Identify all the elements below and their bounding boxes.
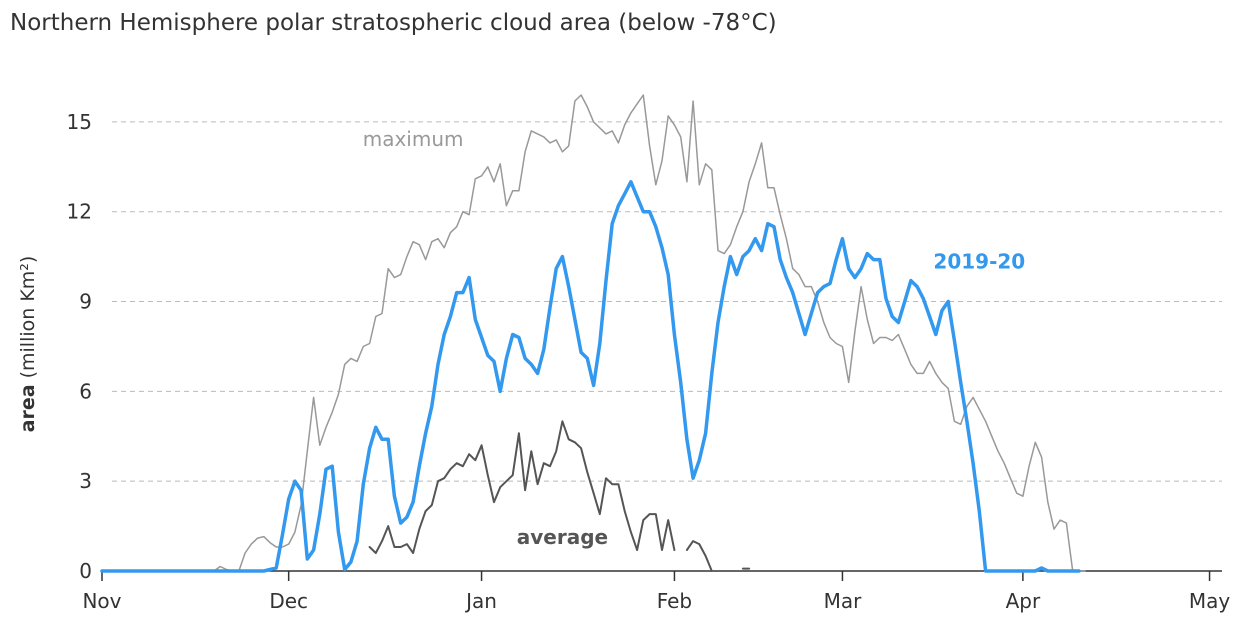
x-tick-label-mar: Mar	[824, 589, 863, 613]
x-tick-label-apr: Apr	[1006, 589, 1041, 613]
x-tick-label-jan: Jan	[464, 589, 497, 613]
y-tick-label-6: 6	[79, 379, 92, 403]
y-tick-label-3: 3	[79, 469, 92, 493]
annotation-2019-20: 2019-20	[933, 250, 1025, 274]
annotations: maximum 2019-20 average	[363, 127, 1026, 549]
chart-title: Northern Hemisphere polar stratospheric …	[10, 10, 777, 36]
y-tick-label-12: 12	[67, 200, 92, 224]
x-axis: Nov Dec Jan Feb Mar Apr May	[82, 571, 1230, 613]
y-tick-label-15: 15	[67, 110, 92, 134]
x-tick-label-feb: Feb	[657, 589, 692, 613]
annotation-maximum: maximum	[363, 127, 464, 151]
series-lines	[100, 94, 1086, 573]
series-line-average-1	[368, 420, 676, 554]
annotation-average: average	[517, 525, 608, 549]
grid-lines	[112, 121, 1222, 482]
y-tick-label-0: 0	[79, 559, 92, 583]
series-line-average-2	[685, 540, 713, 572]
y-axis: 0 3 6 9 12 15	[67, 110, 92, 583]
series-line-maximum	[101, 94, 1086, 572]
y-axis-label: area (million Km²)	[17, 256, 39, 433]
x-tick-label-may: May	[1189, 589, 1231, 613]
x-tick-label-dec: Dec	[269, 589, 308, 613]
y-tick-label-9: 9	[79, 290, 92, 314]
x-tick-label-nov: Nov	[82, 589, 121, 613]
y-axis-label-unit: (million Km²)	[17, 256, 39, 385]
series-line-2019-20	[100, 180, 1081, 573]
y-axis-label-bold: area	[17, 384, 39, 432]
